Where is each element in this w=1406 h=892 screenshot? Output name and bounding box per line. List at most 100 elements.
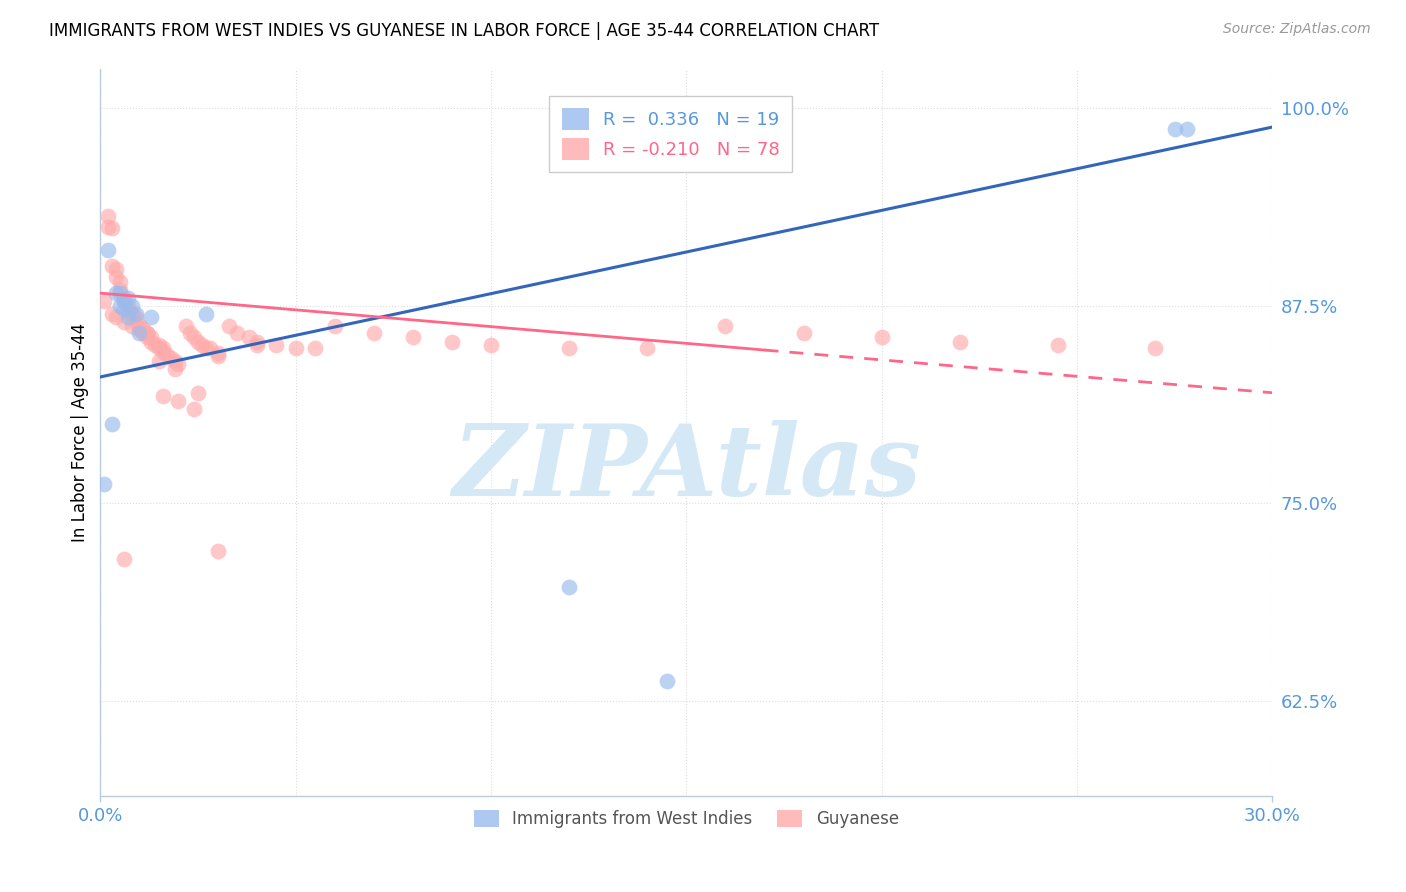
Point (793, 326, 815, 340)
Point (183, 330, 205, 344)
Point (117, 299, 139, 313)
Point (152, 342, 174, 356)
Point (304, 342, 326, 356)
Point (136, 326, 159, 340)
Point (558, 580, 581, 594)
Point (117, 310, 139, 324)
Point (323, 319, 346, 334)
Point (97, 244, 120, 258)
Point (187, 385, 209, 400)
Point (124, 307, 146, 321)
Point (101, 417, 124, 432)
Point (207, 350, 229, 364)
Point (139, 310, 162, 324)
Point (112, 552, 135, 566)
Point (226, 326, 249, 340)
Point (246, 335, 269, 350)
Point (187, 335, 209, 350)
Point (207, 544, 229, 558)
Point (167, 393, 190, 408)
Point (440, 335, 463, 350)
Point (152, 344, 174, 359)
Point (97, 219, 120, 234)
Point (136, 326, 159, 340)
Point (117, 291, 139, 305)
Point (117, 303, 139, 318)
Point (112, 315, 135, 329)
Point (128, 326, 150, 340)
Text: IMMIGRANTS FROM WEST INDIES VS GUYANESE IN LABOR FORCE | AGE 35-44 CORRELATION C: IMMIGRANTS FROM WEST INDIES VS GUYANESE … (49, 22, 879, 40)
Point (148, 342, 170, 356)
Point (1175, 121, 1198, 136)
Point (655, 673, 678, 688)
Point (101, 221, 124, 235)
Point (108, 275, 131, 289)
Point (112, 301, 135, 316)
Legend: Immigrants from West Indies, Guyanese: Immigrants from West Indies, Guyanese (467, 804, 905, 835)
Point (194, 342, 217, 356)
Point (179, 326, 201, 340)
Point (108, 299, 131, 313)
Point (163, 362, 186, 376)
Point (128, 322, 150, 336)
Point (238, 330, 260, 344)
Point (1164, 121, 1187, 136)
Point (264, 338, 287, 352)
Point (183, 401, 205, 416)
Point (479, 338, 502, 352)
Point (108, 283, 131, 297)
Point (191, 338, 214, 352)
Point (949, 335, 972, 350)
Point (143, 338, 166, 352)
Point (108, 286, 131, 301)
Point (246, 338, 269, 352)
Point (636, 342, 658, 356)
Point (121, 319, 143, 334)
Point (198, 342, 221, 356)
Point (1144, 342, 1167, 356)
Point (870, 330, 893, 344)
Point (714, 319, 737, 334)
Point (176, 319, 198, 334)
Point (128, 322, 150, 336)
Point (194, 307, 217, 321)
Y-axis label: In Labor Force | Age 35-44: In Labor Force | Age 35-44 (72, 323, 89, 541)
Point (121, 307, 143, 321)
Point (156, 348, 179, 362)
Point (112, 293, 135, 308)
Point (159, 351, 181, 365)
Point (218, 319, 240, 334)
Point (402, 330, 425, 344)
Point (152, 389, 174, 403)
Point (558, 342, 581, 356)
Point (104, 270, 127, 285)
Point (112, 293, 135, 308)
Point (128, 318, 150, 332)
Point (97, 209, 120, 223)
Point (104, 286, 127, 301)
Point (363, 326, 385, 340)
Point (121, 308, 143, 322)
Point (148, 338, 170, 352)
Point (124, 310, 146, 324)
Point (124, 315, 146, 329)
Point (163, 354, 186, 368)
Point (1046, 338, 1069, 352)
Point (104, 310, 127, 324)
Point (136, 330, 159, 344)
Point (139, 335, 162, 350)
Point (207, 346, 229, 360)
Point (139, 330, 162, 344)
Point (104, 262, 127, 277)
Point (101, 259, 124, 273)
Text: Source: ZipAtlas.com: Source: ZipAtlas.com (1223, 22, 1371, 37)
Point (101, 307, 124, 321)
Point (132, 326, 155, 340)
Point (284, 342, 307, 356)
Point (93, 477, 115, 491)
Point (112, 291, 135, 305)
Point (132, 322, 155, 336)
Point (93, 293, 115, 308)
Point (167, 357, 190, 371)
Text: ZIPAtlas: ZIPAtlas (451, 420, 921, 517)
